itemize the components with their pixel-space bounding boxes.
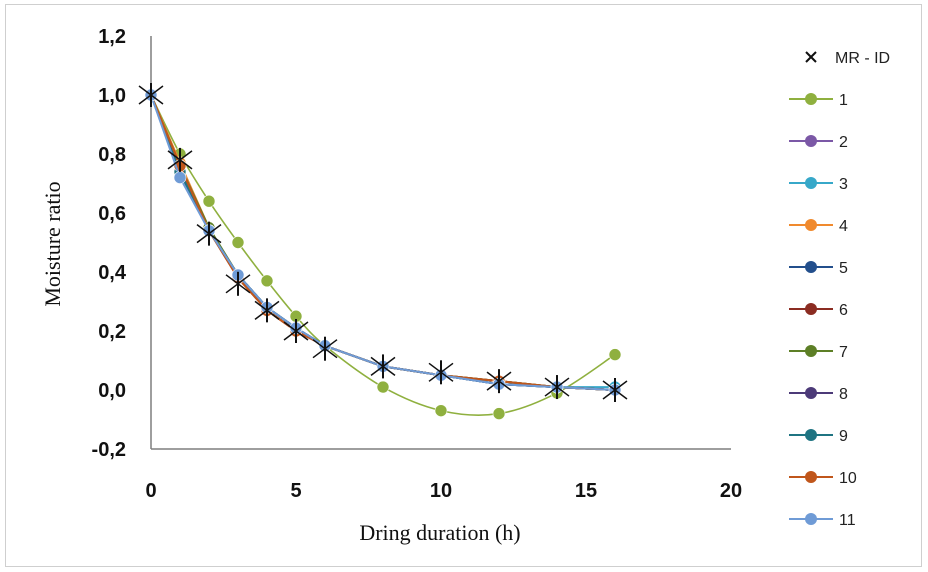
legend-marker [805, 303, 817, 315]
y-tick-label: 0,0 [98, 380, 126, 402]
data-point-x-marker [428, 360, 454, 385]
x-tick-labels: 0 5 10 15 20 [145, 480, 742, 502]
y-tick-label: 0,8 [98, 144, 126, 166]
data-point [376, 380, 390, 394]
data-point-x-marker [370, 354, 396, 379]
legend: MR - ID 1 2 3 4 5 6 7 8 9 10 11 [789, 50, 890, 529]
data-point-x-marker [602, 378, 628, 402]
legend-marker [805, 261, 817, 273]
chart-frame [5, 4, 922, 567]
legend-marker [805, 513, 817, 525]
legend-label: MR - ID [835, 50, 890, 67]
y-tick-label: 0,4 [98, 262, 127, 284]
data-point-x-marker [544, 375, 570, 400]
legend-item: 3 [789, 176, 848, 193]
legend-marker [805, 345, 817, 357]
legend-label: 2 [839, 134, 848, 151]
legend-marker [805, 219, 817, 231]
data-point-x-marker [167, 147, 193, 172]
legend-label: 6 [839, 302, 848, 319]
y-tick-label: 0,6 [98, 203, 126, 225]
legend-label: 8 [839, 386, 848, 403]
legend-item: MR - ID [805, 50, 890, 67]
y-tick-label: 0,2 [98, 321, 126, 343]
data-point [608, 348, 622, 361]
legend-marker [805, 387, 817, 399]
data-point [260, 274, 274, 288]
legend-marker [805, 429, 817, 441]
series-line [150, 94, 616, 391]
data-point [434, 404, 448, 417]
legend-marker [805, 93, 817, 105]
x-tick-label: 5 [290, 480, 301, 502]
legend-item: 10 [789, 470, 857, 487]
legend-label: 4 [839, 218, 848, 235]
data-point [202, 194, 216, 208]
series-11 [144, 88, 622, 397]
x-tick-label: 0 [145, 480, 156, 502]
data-point-x-marker [254, 298, 280, 323]
legend-item: 5 [789, 260, 848, 277]
data-point [173, 171, 187, 184]
legend-label: 3 [839, 176, 848, 193]
legend-marker [805, 177, 817, 189]
legend-label: 5 [839, 260, 848, 277]
legend-item: 4 [789, 218, 848, 235]
x-tick-label: 10 [430, 480, 452, 502]
legend-item: 6 [789, 302, 848, 319]
y-tick-labels: -0,2 0,0 0,2 0,4 0,6 0,8 1,0 1,2 [92, 26, 127, 461]
series-line [150, 94, 616, 416]
legend-item: 7 [789, 344, 848, 361]
legend-item: 9 [789, 428, 848, 445]
data-point-x-marker [138, 83, 164, 107]
data-point-x-marker [196, 221, 222, 246]
y-axis-title: Moisture ratio [40, 181, 65, 306]
y-tick-label: 1,0 [98, 85, 126, 107]
legend-item: 8 [789, 386, 848, 403]
data-point-x-marker [225, 271, 251, 296]
legend-marker [805, 135, 817, 147]
data-point-x-marker [312, 336, 338, 361]
legend-item: 1 [789, 92, 848, 109]
legend-label: 10 [839, 470, 857, 487]
legend-label: 1 [839, 92, 848, 109]
series-line [150, 94, 615, 389]
data-point [231, 236, 245, 249]
x-axis-title: Dring duration (h) [359, 520, 520, 545]
y-tick-label: 1,2 [98, 26, 126, 48]
legend-marker [805, 471, 817, 483]
y-tick-label: -0,2 [92, 439, 126, 461]
legend-x-marker [805, 51, 817, 63]
series-layer [138, 83, 628, 420]
legend-item: 11 [789, 512, 856, 529]
legend-label: 7 [839, 344, 848, 361]
legend-label: 11 [839, 512, 856, 529]
data-point [492, 407, 506, 420]
legend-label: 9 [839, 428, 848, 445]
data-point-x-marker [486, 369, 512, 394]
series-mr-id [138, 83, 628, 402]
legend-item: 2 [789, 134, 848, 151]
x-tick-label: 20 [720, 480, 742, 502]
data-point-x-marker [283, 319, 309, 343]
x-tick-label: 15 [575, 480, 597, 502]
